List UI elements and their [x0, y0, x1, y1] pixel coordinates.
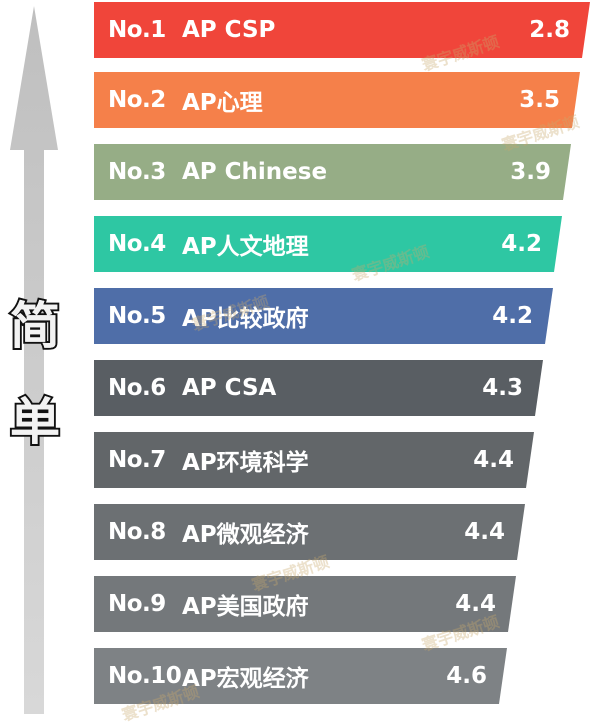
- difficulty-score: 2.8: [529, 17, 570, 43]
- rank-number: No.9: [108, 591, 166, 617]
- rank-row: No.6 AP CSA 4.3: [94, 360, 543, 416]
- difficulty-score: 4.2: [501, 231, 542, 257]
- difficulty-score: 4.3: [482, 375, 523, 401]
- difficulty-score: 4.4: [473, 447, 514, 473]
- rank-number: No.8: [108, 519, 166, 545]
- difficulty-score: 4.2: [492, 303, 533, 329]
- difficulty-score: 3.5: [519, 87, 560, 113]
- difficulty-arrow: [0, 0, 70, 714]
- rank-row: No.7 AP环境科学 4.4: [94, 432, 534, 488]
- course-name: AP比较政府: [182, 306, 309, 332]
- rank-row: No.4 AP人文地理 4.2: [94, 216, 562, 272]
- difficulty-score: 4.6: [446, 663, 487, 689]
- course-name: AP CSP: [182, 17, 276, 43]
- side-label-easy-2: 单: [8, 393, 62, 451]
- course-name: AP微观经济: [182, 522, 309, 548]
- rank-row: No.8 AP微观经济 4.4: [94, 504, 525, 560]
- course-name: AP美国政府: [182, 594, 309, 620]
- rank-number: No.5: [108, 303, 166, 329]
- difficulty-score: 4.4: [464, 519, 505, 545]
- rank-number: No.1: [108, 17, 166, 43]
- rank-row: No.9 AP美国政府 4.4: [94, 576, 516, 632]
- difficulty-score: 3.9: [510, 159, 551, 185]
- rank-number: No.3: [108, 159, 166, 185]
- course-name: AP人文地理: [182, 234, 309, 260]
- rank-row: No.1 AP CSP 2.8: [94, 2, 590, 58]
- rank-number: No.6: [108, 375, 166, 401]
- rank-row: No.10 AP宏观经济 4.6: [94, 648, 507, 704]
- rank-row: No.3 AP Chinese 3.9: [94, 144, 571, 200]
- difficulty-score: 4.4: [455, 591, 496, 617]
- rank-row: No.2 AP心理 3.5: [94, 72, 580, 128]
- rank-number: No.10: [108, 663, 182, 689]
- rank-row: No.5 AP比较政府 4.2: [94, 288, 553, 344]
- rank-number: No.7: [108, 447, 166, 473]
- side-label-easy-1: 简: [8, 297, 62, 355]
- course-name: AP CSA: [182, 375, 277, 401]
- course-name: AP环境科学: [182, 450, 309, 476]
- rank-number: No.4: [108, 231, 166, 257]
- course-name: AP心理: [182, 90, 263, 116]
- rank-number: No.2: [108, 87, 166, 113]
- course-name: AP Chinese: [182, 159, 328, 185]
- course-name: AP宏观经济: [182, 666, 309, 692]
